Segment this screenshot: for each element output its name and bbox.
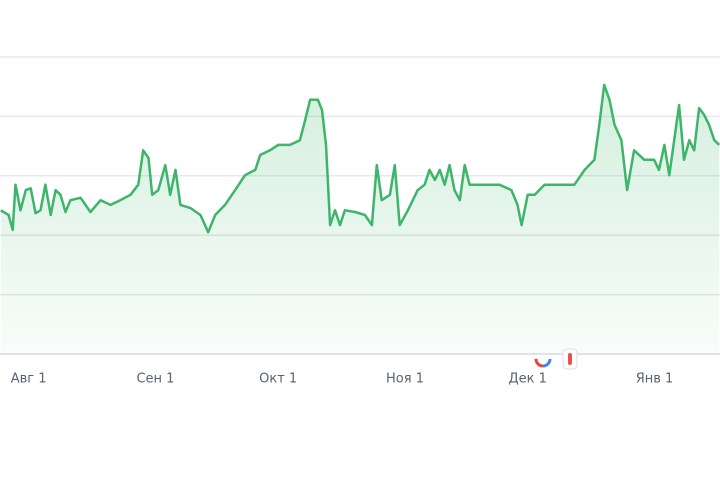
annotation-icons — [534, 348, 578, 370]
x-tick-label: Дек 1 — [509, 372, 547, 387]
x-tick-label: Янв 1 — [636, 372, 674, 387]
x-tick-label: Авг 1 — [11, 372, 47, 387]
google-icon-part — [534, 350, 552, 368]
area — [0, 84, 720, 355]
x-tick-label: Окт 1 — [259, 372, 297, 387]
google-icon — [534, 350, 552, 368]
x-tick-label: Сен 1 — [136, 372, 174, 387]
marker-icon-inner — [568, 353, 572, 365]
x-tick-label: Ноя 1 — [386, 372, 424, 387]
plot: Авг 1 Сен 1 Окт 1 Ноя 1 Дек 1 Янв 1 — [0, 56, 720, 387]
line — [0, 83, 720, 234]
